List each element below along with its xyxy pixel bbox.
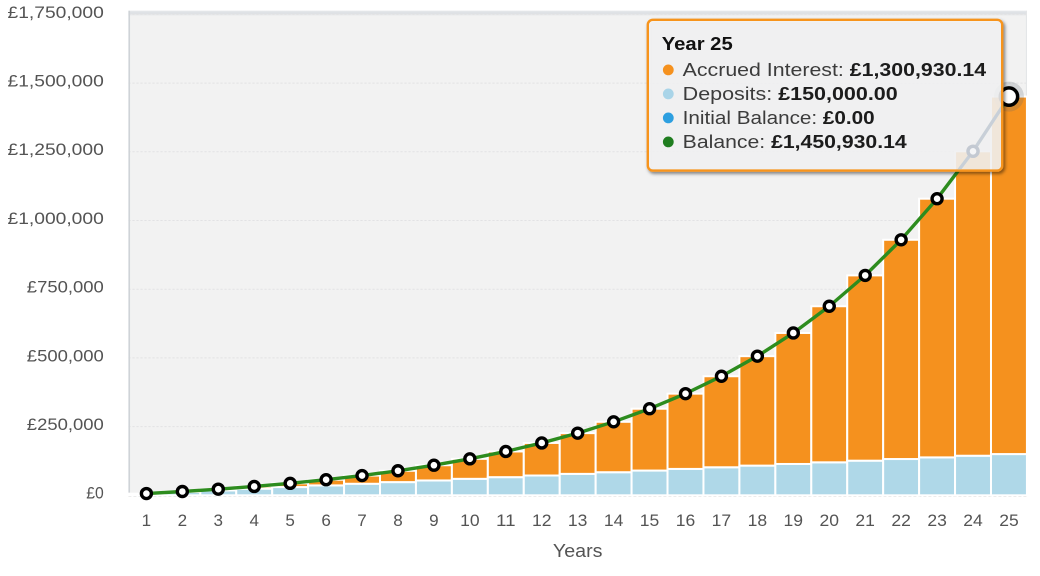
svg-text:18: 18	[748, 511, 768, 530]
svg-text:16: 16	[676, 511, 696, 530]
svg-text:£0: £0	[86, 485, 104, 503]
svg-text:23: 23	[927, 511, 947, 530]
svg-text:£1,250,000: £1,250,000	[8, 141, 104, 159]
svg-text:3: 3	[214, 511, 224, 530]
svg-text:4: 4	[249, 511, 259, 530]
svg-text:£250,000: £250,000	[27, 416, 104, 434]
svg-text:£1,500,000: £1,500,000	[8, 73, 104, 91]
svg-text:2: 2	[178, 511, 188, 530]
svg-text:1: 1	[142, 511, 152, 530]
svg-text:25: 25	[999, 511, 1019, 530]
svg-text:17: 17	[712, 511, 732, 530]
svg-text:12: 12	[532, 511, 552, 530]
svg-text:10: 10	[460, 511, 480, 530]
svg-text:Years: Years	[553, 540, 603, 561]
svg-text:8: 8	[393, 511, 403, 530]
svg-text:19: 19	[784, 511, 804, 530]
svg-text:20: 20	[820, 511, 840, 530]
svg-text:22: 22	[891, 511, 911, 530]
svg-text:£500,000: £500,000	[27, 347, 104, 365]
svg-text:14: 14	[604, 511, 624, 530]
svg-text:Deposits: £150,000.00: Deposits: £150,000.00	[683, 84, 898, 104]
svg-text:21: 21	[855, 511, 875, 530]
svg-text:£1,750,000: £1,750,000	[8, 4, 104, 22]
svg-text:13: 13	[568, 511, 588, 530]
svg-text:Balance: £1,450,930.14: Balance: £1,450,930.14	[683, 132, 907, 152]
svg-text:6: 6	[321, 511, 331, 530]
svg-text:Initial Balance: £0.00: Initial Balance: £0.00	[683, 108, 875, 128]
svg-text:5: 5	[285, 511, 295, 530]
svg-text:7: 7	[357, 511, 367, 530]
svg-text:15: 15	[640, 511, 660, 530]
svg-text:Year 25: Year 25	[662, 34, 733, 54]
svg-text:24: 24	[963, 511, 983, 530]
svg-text:£1,000,000: £1,000,000	[8, 210, 104, 228]
svg-text:£750,000: £750,000	[27, 279, 104, 297]
svg-text:9: 9	[429, 511, 439, 530]
svg-text:Accrued Interest: £1,300,930.1: Accrued Interest: £1,300,930.14	[683, 60, 986, 80]
svg-text:11: 11	[496, 511, 516, 530]
